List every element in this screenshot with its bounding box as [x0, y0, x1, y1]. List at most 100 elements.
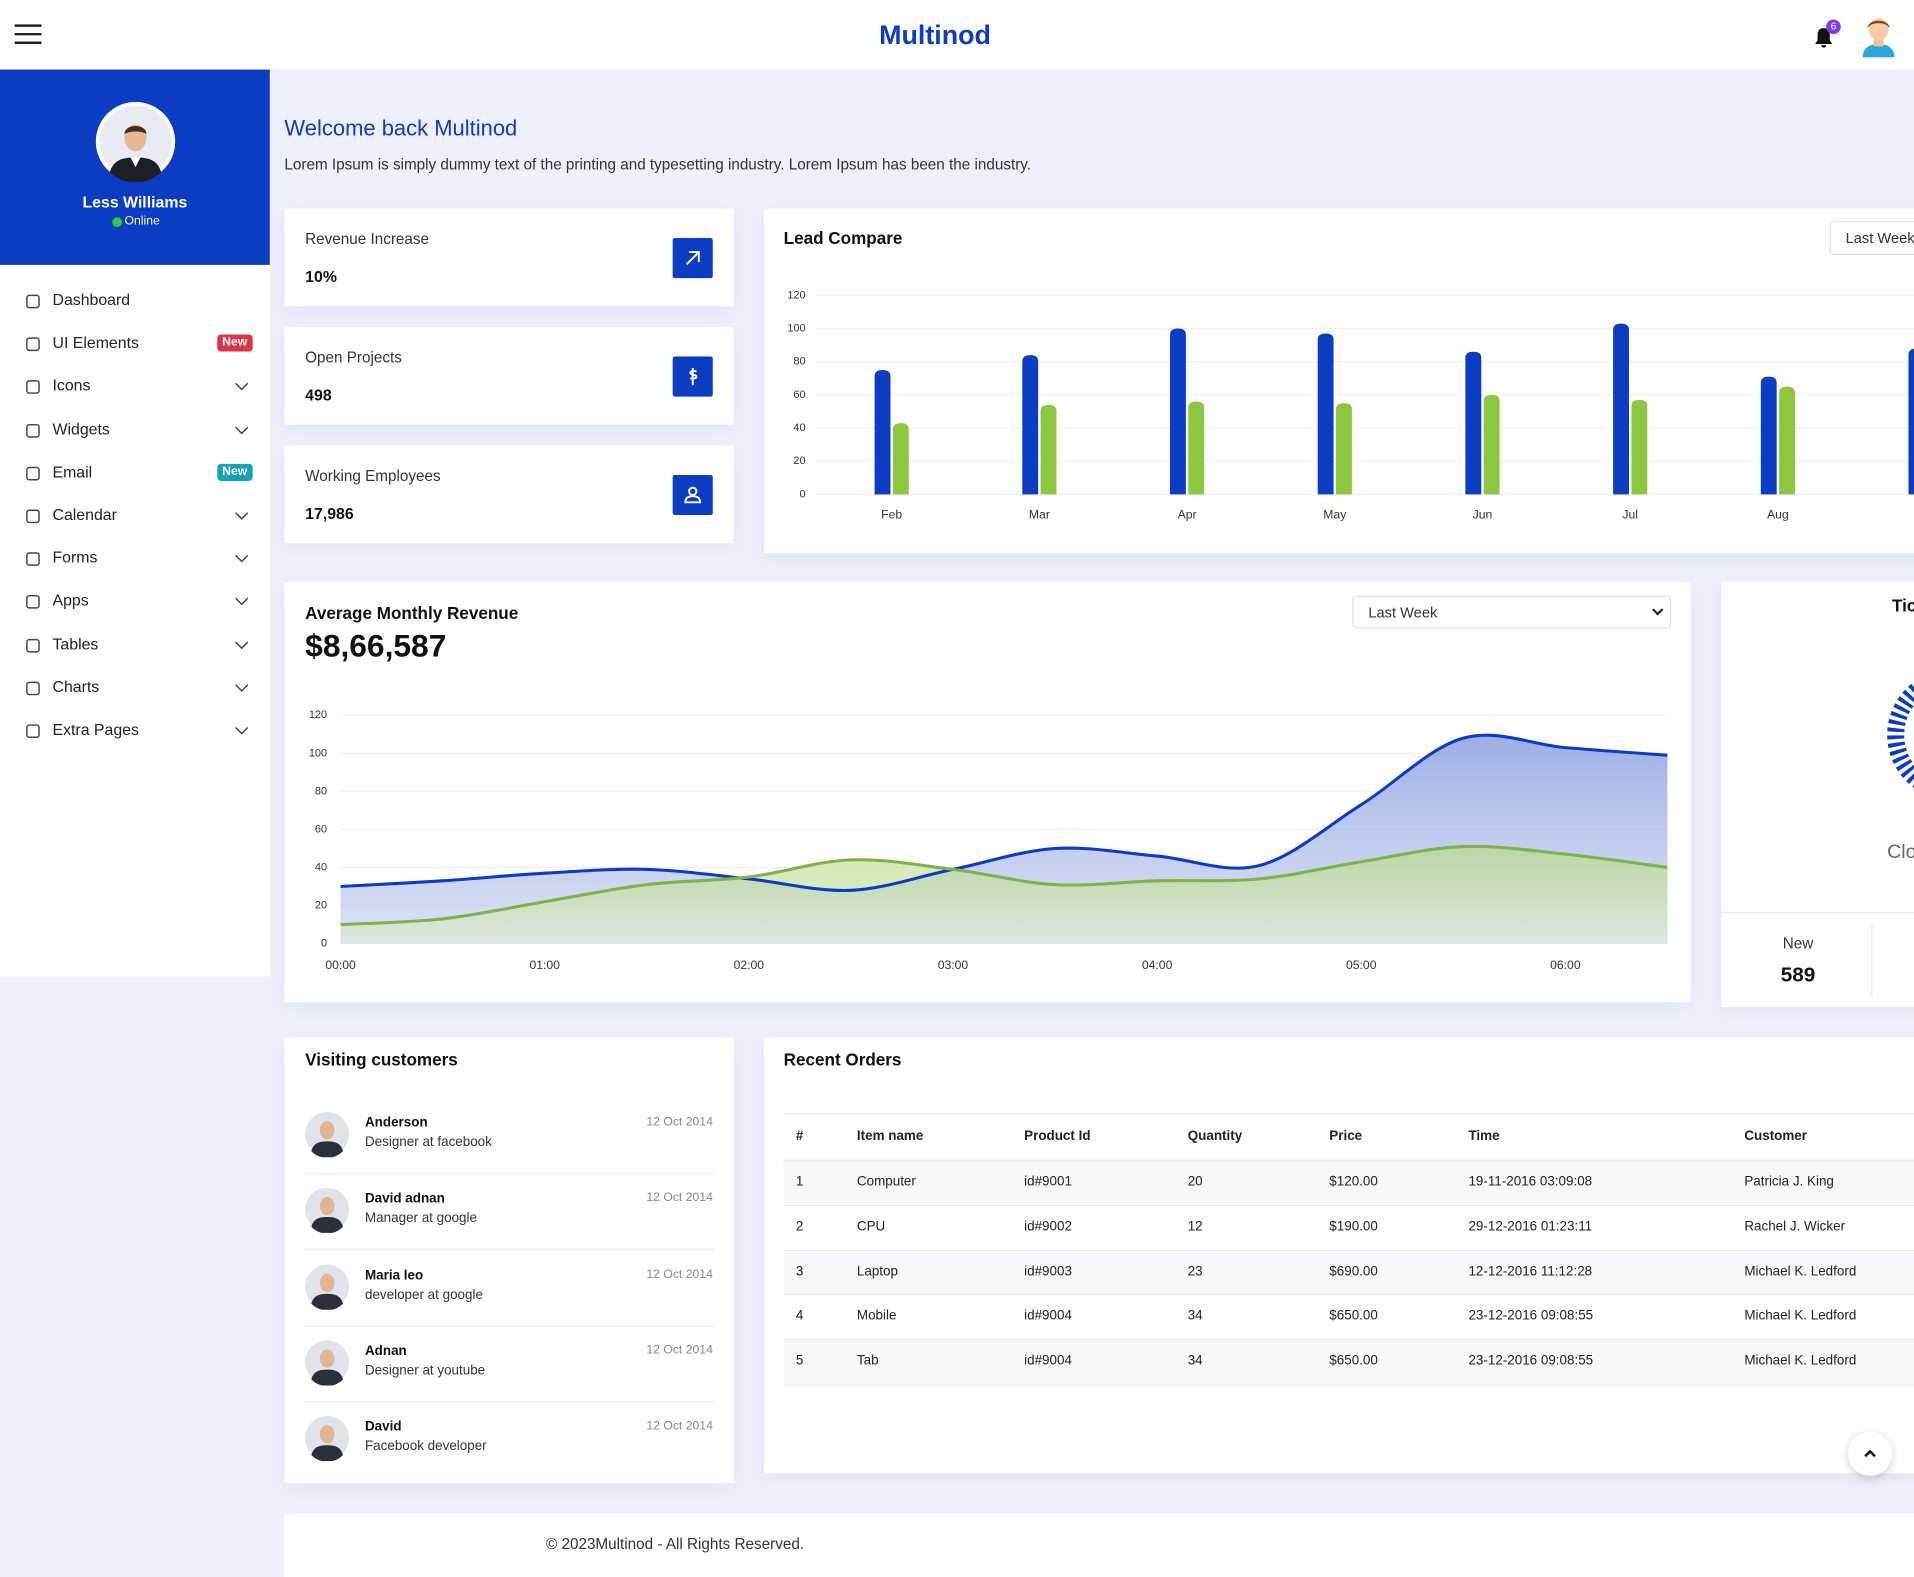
icon-shape [26, 552, 40, 567]
stat-icon [672, 356, 713, 397]
profile-status: Online [124, 214, 160, 229]
table-cell: $190.00 [1329, 1219, 1378, 1234]
divider [1871, 924, 1873, 998]
table-cell: Laptop [856, 1264, 898, 1279]
customer-avatar [305, 1112, 350, 1158]
divider [303, 1249, 715, 1251]
orders-card: Recent Orders # Item name Product Id Quanti… [764, 1037, 1914, 1474]
stat-value: 10% [305, 267, 337, 286]
table-cell: 34 [1187, 1353, 1203, 1369]
menu-item[interactable]: Extra Pages [0, 718, 270, 742]
table-cell: 29-12-2016 01:23:11 [1468, 1219, 1593, 1234]
menu-icon [26, 681, 40, 696]
avatar-body [311, 1445, 344, 1462]
period-select[interactable]: Last Week [1829, 220, 1914, 256]
table-cell: Mobile [856, 1309, 897, 1324]
menu-label: Icons [52, 376, 91, 395]
menu-label: Forms [52, 548, 98, 567]
sidebar: Less Williams Online Dashboard UI Element… [0, 69, 270, 977]
user-avatar[interactable] [1858, 13, 1900, 58]
table-cell: 2 [795, 1219, 804, 1234]
table-cell: 20 [1187, 1174, 1203, 1189]
menu-item[interactable]: UI Elements New [0, 331, 270, 355]
stat-icon [672, 238, 713, 279]
lead-compare-card: Lead Compare Last Week [764, 208, 1914, 553]
chevron [235, 383, 249, 391]
table-cell: 3 [795, 1264, 804, 1279]
menu-icon [26, 294, 40, 309]
menu-item[interactable]: Apps [0, 589, 270, 613]
tickets-gauge [1887, 681, 1914, 788]
period-select[interactable]: Last Week [1352, 595, 1672, 629]
menu-item[interactable]: Calendar [0, 503, 270, 527]
menu-chevron [235, 598, 249, 606]
scroll-top-button[interactable] [1848, 1431, 1893, 1476]
menu-item[interactable]: Widgets [0, 417, 270, 441]
icon-glyph [689, 367, 698, 385]
menu-icon [26, 724, 40, 739]
menu-item[interactable]: Tables [0, 632, 270, 656]
column-header: # [795, 1129, 804, 1144]
icon-glyph [684, 486, 702, 503]
menu-item[interactable]: Charts [0, 675, 270, 699]
card-title: Tic [1892, 595, 1914, 616]
menu-icon [26, 337, 40, 352]
menu-icon [26, 380, 40, 395]
table-cell: id#9002 [1024, 1219, 1072, 1234]
stat-label: Working Employees [305, 467, 441, 485]
menu-toggle[interactable] [12, 22, 44, 49]
caret-up [1864, 1449, 1876, 1458]
revenue-total: $8,66,587 [305, 627, 447, 665]
ticket-stat-value: 589 [1780, 963, 1816, 987]
table-cell: Michael K. Ledford [1744, 1264, 1857, 1279]
brand: Multinod [879, 19, 991, 51]
card-title: Lead Compare [783, 228, 903, 248]
menu-chevron [235, 383, 249, 391]
stat-card: Open Projects 498 [284, 326, 734, 425]
customer-avatar [305, 1416, 350, 1462]
avatar-face [319, 1273, 335, 1292]
icon-shape [26, 595, 40, 610]
table-row [783, 1249, 1914, 1295]
menu-icon [26, 466, 40, 481]
icon-shape [26, 423, 40, 438]
menu-item[interactable]: Dashboard [0, 288, 270, 312]
chevron [235, 641, 249, 649]
customer-name: Anderson [364, 1115, 428, 1131]
profile-panel: Less Williams Online [0, 69, 270, 265]
customer-date: 12 Oct 2014 [646, 1267, 713, 1282]
menu-item[interactable]: Forms [0, 546, 270, 570]
welcome-title: Welcome back Multinod [284, 115, 518, 141]
table-cell: id#9004 [1024, 1309, 1072, 1324]
icon-shape [26, 724, 40, 739]
customers-card: Visiting customers Anderson Designer at f… [284, 1037, 734, 1484]
table-row [783, 1159, 1914, 1205]
menu-item[interactable]: Email New [0, 460, 270, 484]
divider [303, 1173, 715, 1175]
menu-item[interactable]: Icons [0, 374, 270, 398]
table-cell: CPU [856, 1219, 886, 1234]
customer-name: Maria leo [364, 1267, 424, 1283]
icon-shape [26, 466, 40, 481]
customer-date: 12 Oct 2014 [646, 1191, 713, 1206]
table-cell: Patricia J. King [1744, 1174, 1834, 1189]
customer-date: 12 Oct 2014 [646, 1343, 713, 1358]
table-cell: Rachel J. Wicker [1744, 1219, 1846, 1234]
table-cell: 19-11-2016 03:09:08 [1468, 1174, 1593, 1189]
menu-label: Widgets [52, 419, 110, 438]
table-cell: Michael K. Ledford [1744, 1353, 1857, 1369]
table-cell: $120.00 [1329, 1174, 1378, 1189]
avatar-body [311, 1369, 344, 1386]
table-cell: 1 [795, 1174, 804, 1189]
stat-label: Revenue Increase [305, 230, 430, 248]
icon-shape [26, 380, 40, 395]
customer-role: Designer at facebook [364, 1135, 492, 1150]
table-cell: $650.00 [1329, 1309, 1378, 1324]
menu-icon [26, 509, 40, 524]
table-row [783, 1339, 1914, 1385]
status-dot [112, 217, 123, 228]
notification-bell[interactable] [1811, 22, 1838, 51]
menu-icon [26, 595, 40, 610]
menu-label: Apps [52, 591, 89, 610]
customer-name: David [364, 1419, 402, 1435]
